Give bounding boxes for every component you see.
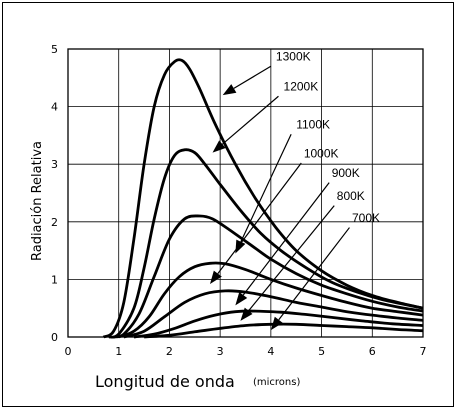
arrow-head xyxy=(235,239,246,254)
x-tick-label: 0 xyxy=(65,345,72,358)
arrows xyxy=(210,65,350,331)
x-tick-label: 1 xyxy=(115,345,122,358)
arrow-line xyxy=(242,182,330,296)
curve-1200k xyxy=(108,148,424,339)
curves xyxy=(102,58,424,339)
arrow-line xyxy=(217,162,302,274)
x-tick-label: 2 xyxy=(166,345,173,358)
arrow-line xyxy=(222,95,279,145)
arrow-head xyxy=(222,84,237,96)
arrow-head xyxy=(210,270,222,285)
blackbody-radiation-chart: 0 1 2 3 4 5 6 7 0 1 2 3 4 5 1300K 1200K 1100K 1000K 900K 8… xyxy=(30,43,427,391)
curve-900k xyxy=(123,289,424,339)
curve-label-1100k: 1100K xyxy=(296,117,330,131)
x-axis-label: Longitud de onda xyxy=(95,372,235,391)
arrow-head xyxy=(235,291,248,306)
arrow-line xyxy=(233,65,272,89)
plot-area-border xyxy=(67,48,424,338)
y-tick-label: 3 xyxy=(51,158,58,171)
arrow-line xyxy=(240,133,292,242)
arrow-line xyxy=(248,205,335,312)
y-tick-label: 4 xyxy=(51,101,58,114)
x-tick-label: 6 xyxy=(369,345,376,358)
curve-label-1300k: 1300K xyxy=(276,50,311,64)
x-tick-label: 4 xyxy=(267,345,274,358)
y-axis-label: Radiación Relativa xyxy=(30,141,45,261)
arrow-head xyxy=(240,307,253,321)
curve-labels: 1300K 1200K 1100K 1000K 900K 800K 700K xyxy=(276,50,380,225)
curve-800k xyxy=(133,309,424,339)
curve-700k xyxy=(144,322,424,339)
y-tick-label: 5 xyxy=(51,43,58,56)
arrow-head xyxy=(270,316,283,331)
y-tick-label: 2 xyxy=(51,216,58,229)
curve-label-1000k: 1000K xyxy=(304,146,339,160)
y-tick-label: 1 xyxy=(51,273,58,286)
curve-1000k xyxy=(118,261,424,339)
curve-label-700k: 700K xyxy=(352,211,380,225)
chart-frame: 0 1 2 3 4 5 6 7 0 1 2 3 4 5 1300K 1200K 1100K 1000K 900K 8… xyxy=(2,2,454,407)
grid xyxy=(67,48,424,338)
arrow-head xyxy=(212,140,226,153)
y-tick-label: 0 xyxy=(51,331,58,344)
curve-1300k xyxy=(102,58,424,339)
arrow-line xyxy=(278,227,350,321)
curve-label-800k: 800K xyxy=(337,189,365,203)
curve-1100k xyxy=(113,214,424,339)
x-tick-label: 3 xyxy=(217,345,224,358)
x-tick-label: 5 xyxy=(318,345,325,358)
curve-label-900k: 900K xyxy=(332,166,360,180)
x-axis-units: (microns) xyxy=(253,377,300,388)
tick-labels: 0 1 2 3 4 5 6 7 0 1 2 3 4 5 xyxy=(51,43,427,358)
curve-label-1200k: 1200K xyxy=(284,79,319,93)
x-tick-label: 7 xyxy=(420,345,427,358)
